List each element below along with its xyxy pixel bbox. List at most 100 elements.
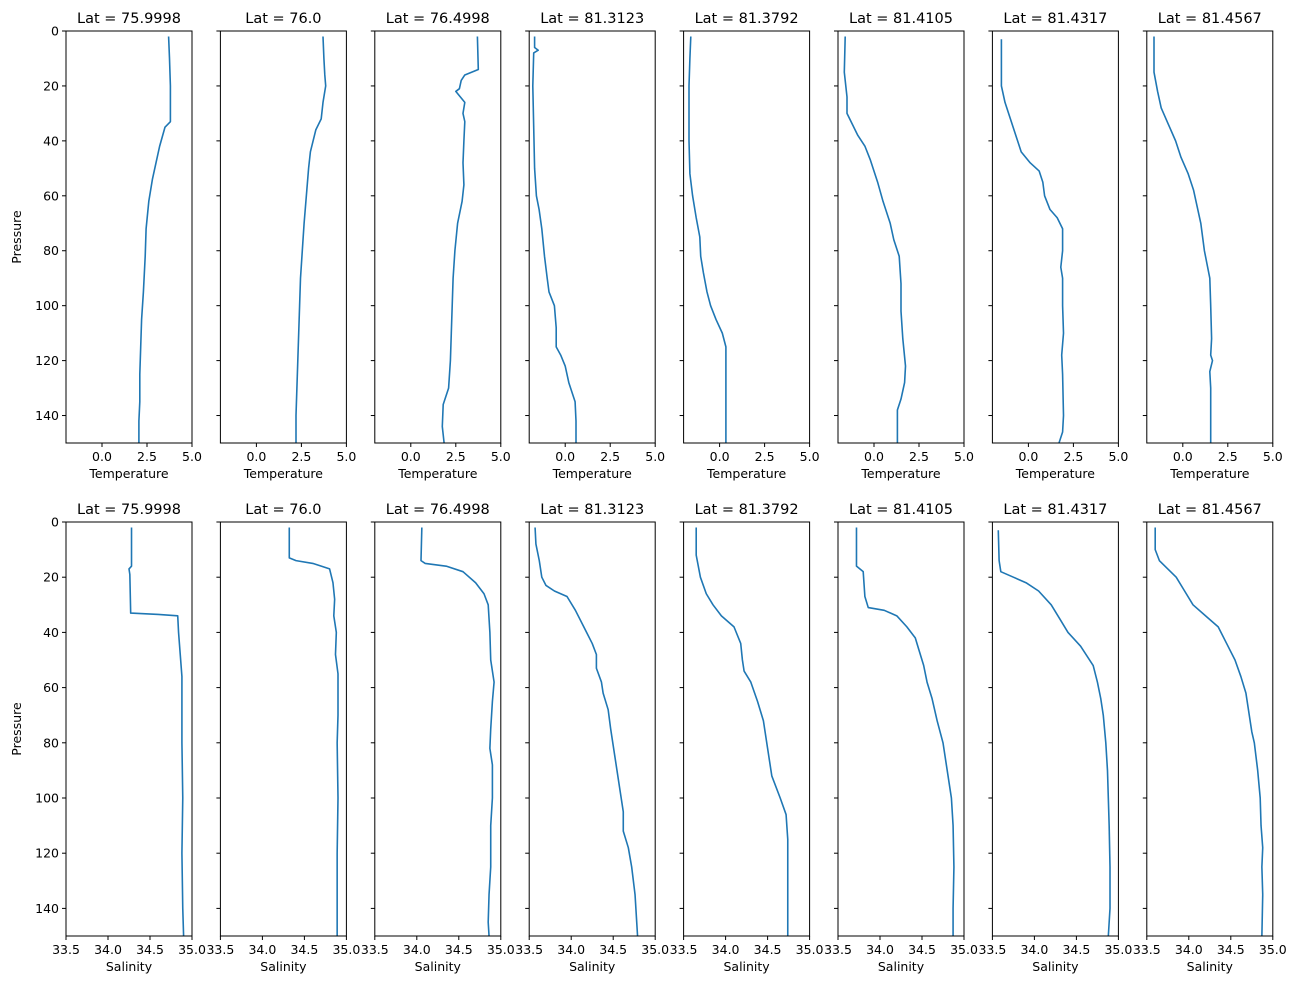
axes-frame (374, 521, 502, 937)
panel-title: Lat = 81.4317 (1003, 502, 1107, 518)
x-tick-label: 2.5 (291, 449, 311, 464)
x-tick-label: 33.5 (52, 942, 80, 957)
profile-line (441, 36, 480, 443)
x-tick-label: 35.0 (641, 942, 669, 957)
x-tick-label: 34.5 (599, 942, 627, 957)
y-tick-label: 80 (43, 243, 59, 258)
x-tick-label: 34.5 (445, 942, 473, 957)
y-tick-label: 40 (43, 625, 59, 640)
panel-title: Lat = 75.9998 (77, 11, 181, 27)
x-axis-label: Temperature (88, 466, 168, 481)
x-axis-label: Temperature (1169, 466, 1249, 481)
panel-title: Lat = 76.4998 (386, 502, 490, 518)
panel-title: Lat = 81.3792 (695, 502, 799, 518)
y-tick-label: 100 (35, 791, 59, 806)
panel-title: Lat = 76.0 (245, 11, 321, 27)
axes-frame (683, 521, 811, 937)
panel-title: Lat = 81.4317 (1003, 11, 1107, 27)
axes-frame (219, 30, 347, 444)
profile-line (420, 527, 495, 936)
panel-salinity-7: Lat = 81.4317 33.5 34.0 34.5 35.0 Salinity (978, 502, 1132, 974)
profile-line (688, 36, 727, 443)
profile-line (534, 527, 639, 936)
axes-frame (65, 521, 193, 937)
x-tick-label: 33.5 (824, 942, 852, 957)
profile-line (1153, 36, 1214, 443)
x-tick-label: 5.0 (1263, 449, 1283, 464)
x-tick-label: 2.5 (755, 449, 775, 464)
y-axis-label: Pressure (9, 702, 24, 756)
x-tick-label: 33.5 (1133, 942, 1161, 957)
profile-line (288, 527, 339, 936)
x-tick-label: 34.0 (866, 942, 894, 957)
x-tick-label: 34.0 (403, 942, 431, 957)
panel-temperature-6: Lat = 81.4105 0.0 2.5 5.0 Temperature (834, 11, 974, 481)
x-tick-label: 33.5 (670, 942, 698, 957)
x-tick-label: 0.0 (1173, 449, 1193, 464)
panel-title: Lat = 81.3123 (540, 11, 644, 27)
x-tick-label: 34.0 (248, 942, 276, 957)
x-tick-label: 0.0 (92, 449, 112, 464)
x-tick-label: 0.0 (710, 449, 730, 464)
panel-salinity-1: Lat = 75.9998 33.5 34.0 34.5 35.0 Salinity 0 20… (9, 502, 206, 974)
x-tick-label: 0.0 (555, 449, 575, 464)
panel-salinity-4: Lat = 81.3123 33.5 34.0 34.5 35.0 Salinity (515, 502, 669, 974)
x-axis-label: Temperature (243, 466, 323, 481)
profile-line (295, 36, 327, 443)
x-tick-label: 34.0 (1020, 942, 1048, 957)
x-tick-label: 34.5 (1062, 942, 1090, 957)
axes-frame (837, 521, 965, 937)
y-tick-label: 60 (43, 188, 59, 203)
x-axis-label: Temperature (706, 466, 786, 481)
x-tick-label: 34.5 (908, 942, 936, 957)
axes-frame (837, 30, 965, 444)
panel-salinity-6: Lat = 81.4105 33.5 34.0 34.5 35.0 Salinity (824, 502, 978, 974)
panel-salinity-3: Lat = 76.4998 33.5 34.0 34.5 35.0 Salinity (361, 502, 515, 974)
axes-frame (683, 30, 811, 444)
panel-temperature-2: Lat = 76.0 0.0 2.5 5.0 Temperature (216, 11, 356, 481)
x-tick-label: 34.0 (1175, 942, 1203, 957)
x-axis-label: Salinity (1032, 959, 1079, 974)
profile-line (997, 530, 1111, 936)
x-axis-label: Temperature (397, 466, 477, 481)
y-tick-label: 100 (35, 298, 59, 313)
x-tick-label: 33.5 (515, 942, 543, 957)
x-tick-label: 35.0 (1104, 942, 1132, 957)
x-tick-label: 0.0 (1018, 449, 1038, 464)
profile-line (1154, 527, 1264, 936)
y-tick-label: 40 (43, 133, 59, 148)
x-tick-label: 0.0 (864, 449, 884, 464)
profile-line (843, 36, 907, 443)
panel-salinity-2: Lat = 76.0 33.5 34.0 34.5 35.0 Salinity (206, 502, 360, 974)
x-tick-label: 34.5 (1217, 942, 1245, 957)
x-axis-label: Salinity (1187, 959, 1234, 974)
x-tick-label: 35.0 (796, 942, 824, 957)
x-tick-label: 5.0 (1108, 449, 1128, 464)
panel-title: Lat = 75.9998 (77, 502, 181, 518)
x-tick-label: 34.5 (136, 942, 164, 957)
x-axis-label: Salinity (260, 959, 307, 974)
x-tick-label: 0.0 (401, 449, 421, 464)
x-axis-label: Temperature (552, 466, 632, 481)
y-tick-label: 60 (43, 680, 59, 695)
x-tick-label: 2.5 (137, 449, 157, 464)
x-axis-label: Temperature (1015, 466, 1095, 481)
axes-frame (1146, 30, 1274, 444)
y-axis-label: Pressure (9, 210, 24, 264)
profile-line (855, 527, 955, 936)
x-tick-label: 2.5 (1218, 449, 1238, 464)
x-tick-label: 2.5 (1063, 449, 1083, 464)
salinity-row: Lat = 75.9998 33.5 34.0 34.5 35.0 Salinity 0 20… (9, 502, 1287, 974)
panel-temperature-8: Lat = 81.4567 0.0 2.5 5.0 Temperature (1142, 11, 1283, 481)
x-tick-label: 35.0 (1259, 942, 1287, 957)
axes-frame (528, 30, 656, 444)
x-tick-label: 34.0 (94, 942, 122, 957)
axes-frame (219, 521, 347, 937)
panel-title: Lat = 76.0 (245, 502, 321, 518)
temperature-row: Lat = 75.9998 0.0 2.5 5.0 Temperature 0 20 40 60… (9, 11, 1283, 481)
x-axis-label: Salinity (878, 959, 925, 974)
x-tick-label: 34.0 (712, 942, 740, 957)
panel-title: Lat = 81.4105 (849, 502, 953, 518)
x-tick-label: 2.5 (909, 449, 929, 464)
panel-salinity-8: Lat = 81.4567 33.5 34.0 34.5 35.0 Salinity (1133, 502, 1287, 974)
